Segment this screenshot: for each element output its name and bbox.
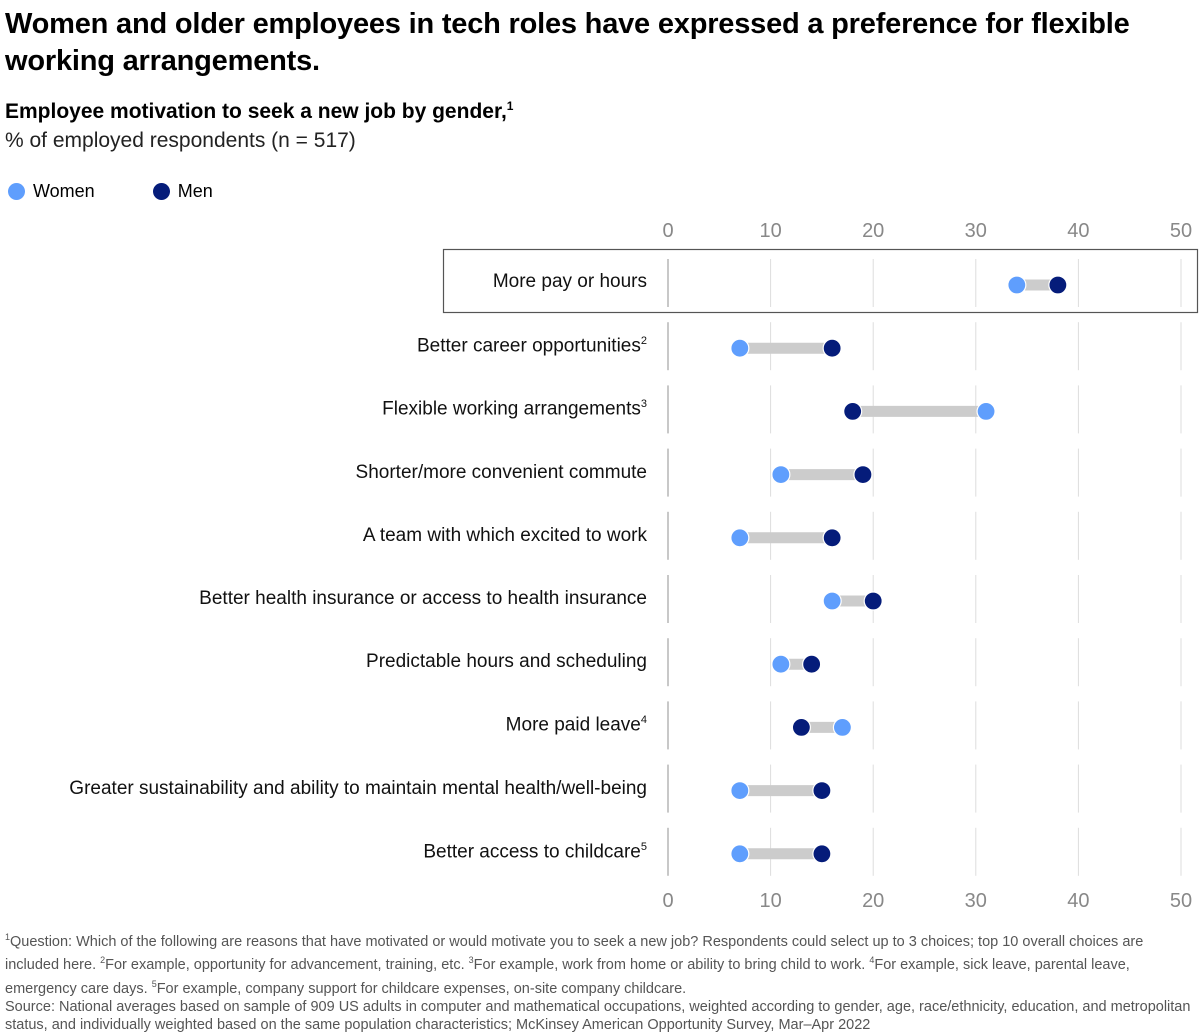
point-men [1048,275,1068,295]
category-label-text: Better health insurance or access to hea… [199,588,647,609]
subtitle-footnote-mark: 1 [506,99,514,113]
footnote-mark-1: 1 [5,932,11,942]
category-label: Better health insurance or access to hea… [199,588,647,610]
x-tick-label-top-40: 40 [1067,220,1089,242]
category-label: Flexible working arrangements3 [382,398,647,420]
footnote-mark-2: 2 [100,955,106,966]
category-label: Predictable hours and scheduling [366,651,647,673]
source-note: Source: National averages based on sampl… [5,998,1191,1034]
legend-swatch-women [8,183,25,200]
point-women [976,401,996,421]
point-women [832,717,853,738]
chart-subtitle: Employee motivation to seek a new job by… [5,99,513,124]
x-tick-label-bottom-0: 0 [662,890,673,912]
point-men [853,465,873,485]
footnote-text-1: Question: Which of the following are rea… [5,933,1144,974]
category-label-text: A team with which excited to work [362,524,647,546]
legend: Women Men [8,181,271,202]
footnotes: 1Question: Which of the following are re… [5,928,1197,1035]
category-label: More paid leave4 [506,714,647,736]
category-footnote-mark: 4 [640,714,647,727]
dumbbell-chart: 0 0 10 10 20 20 30 30 40 40 50 50 [442,220,1199,912]
category-label-text: Greater sustainability and ability to ma… [69,777,647,799]
footnote-text-2: For example, opportunity for advancement… [105,957,469,974]
point-men [822,338,842,358]
category-label-text: Predictable hours and scheduling [366,651,647,673]
point-women [730,780,750,801]
category-label-text: More paid leave [505,714,641,736]
point-men [812,780,832,801]
category-label-text: More pay or hours [492,271,647,292]
category-footnote-mark: 5 [640,840,647,853]
footnote-mark-4: 4 [869,955,875,966]
footnote-notes: 1Question: Which of the following are re… [5,928,1197,998]
category-label: More pay or hours [493,271,647,293]
footnote-mark-3: 3 [468,955,474,966]
footnote-text-4: For example, sick leave, parental leave,… [5,957,1130,997]
category-label: A team with which excited to work [363,525,647,547]
category-footnote-mark: 2 [640,335,647,348]
point-men [822,528,842,548]
x-tick-label-top-20: 20 [862,220,884,242]
legend-item-women: Women [8,181,95,202]
point-men [791,717,811,738]
category-label-text: Shorter/more convenient commute [355,461,647,483]
point-women [771,465,791,485]
footnote-text-5: For example, company support for childca… [156,980,687,997]
legend-label-women: Women [33,181,95,201]
category-label-text: Flexible working arrangements [382,398,641,420]
x-tick-label-bottom-20: 20 [862,890,884,912]
category-label-text: Better access to childcare [423,841,641,863]
point-men [812,844,832,864]
footnote-mark-5: 5 [151,978,157,989]
x-tick-label-top-0: 0 [662,220,673,242]
category-label: Greater sustainability and ability to ma… [69,778,647,800]
point-women [822,591,842,611]
category-label: Shorter/more convenient commute [356,462,647,484]
category-label: Better access to childcare5 [423,841,647,863]
x-tick-label-bottom-40: 40 [1067,890,1089,912]
x-tick-label-bottom-10: 10 [759,890,781,912]
footnote-text-3: For example, work from home or ability t… [473,957,870,974]
point-women [771,654,791,674]
point-men [843,401,863,421]
point-men [802,654,822,674]
category-label: Better career opportunities2 [417,335,647,357]
point-women [730,844,750,864]
category-footnote-mark: 3 [640,398,647,411]
x-tick-label-top-50: 50 [1170,220,1192,242]
highlight-box [442,248,1199,314]
subtitle-text: Employee motivation to seek a new job by… [5,100,507,123]
category-label-text: Better career opportunities [416,335,641,357]
legend-swatch-men [152,183,170,200]
x-tick-label-top-30: 30 [965,220,987,242]
x-tick-label-top-10: 10 [759,220,781,242]
x-tick-label-bottom-30: 30 [965,890,987,912]
legend-item-men: Men [152,181,213,202]
point-women [1007,275,1027,295]
chart-unit: % of employed respondents (n = 517) [5,129,356,152]
legend-label-men: Men [177,181,213,201]
point-women [730,528,750,548]
x-tick-label-bottom-50: 50 [1170,890,1192,912]
point-women [730,338,750,358]
point-men [863,591,883,611]
chart-title: Women and older employees in tech roles … [5,8,1130,77]
